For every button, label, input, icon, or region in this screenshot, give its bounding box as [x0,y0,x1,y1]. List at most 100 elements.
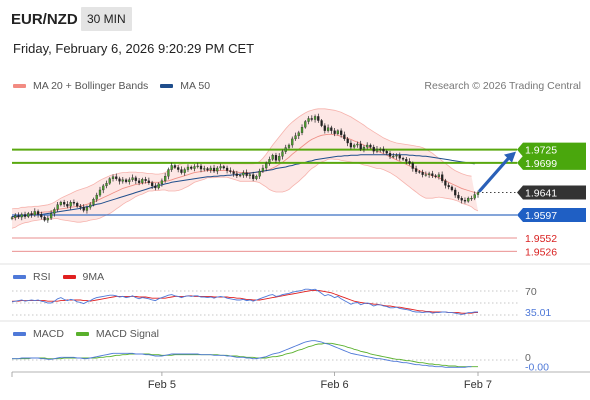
candle-body-down [137,180,141,183]
candle [418,170,421,174]
candle [248,172,252,179]
candle-body-up [164,176,167,181]
candle-body-down [457,194,460,199]
candle [447,182,450,190]
candle [336,129,340,136]
timeframe-badge[interactable]: 30 MIN [81,7,132,31]
candle-body-up [470,198,473,200]
candle-body-down [245,172,248,176]
candle [36,209,40,218]
macd-last-value: -0.00 [525,362,549,374]
candle-body-down [349,142,353,148]
candle [463,197,467,204]
candle [193,164,196,172]
candle [59,200,63,207]
candle [141,177,144,185]
candle [278,153,281,163]
candle-body-down [36,211,40,215]
candle-body-up [95,194,98,200]
candle-body-up [14,215,17,218]
candle [473,191,476,201]
candle-body-down [79,206,82,208]
candle-body-up [203,168,206,170]
candle [333,127,336,137]
candle [212,164,216,174]
candle [115,173,118,181]
candle [353,143,356,149]
candle [395,153,398,160]
candle [196,162,199,169]
candle-body-up [20,214,23,218]
candle [98,186,102,198]
candle-body-up [105,183,108,187]
candle-body-up [353,144,356,148]
candle [79,203,82,211]
candle-body-up [108,178,111,184]
candle-body-down [330,127,333,131]
level-value-1.9597: 1.9597 [525,210,557,222]
candle-body-up [307,118,310,122]
candle [375,145,379,154]
candle [56,202,59,212]
candle [72,199,76,206]
candle [343,131,346,141]
rsi-swatch [13,275,26,279]
candle [476,190,480,198]
candle [431,170,434,179]
candle [69,200,72,210]
candle [467,196,470,203]
candle-body-down [212,167,216,172]
candle-body-down [411,163,414,169]
candle [349,140,353,150]
candle-body-down [76,203,79,207]
candle [392,153,395,159]
level-badge-1.9597: 1.9597 [517,208,586,223]
candle-body-down [320,120,323,126]
x-tick-label: Feb 7 [464,379,492,391]
candle [434,174,437,179]
candle-body-up [291,138,294,146]
macd-legend: MACD MACD Signal [13,328,171,340]
candle-body-up [287,144,291,148]
candle-body-down [382,148,385,152]
candle [95,192,98,202]
candle [454,187,457,198]
candle [173,163,177,170]
candle-body-down [66,204,69,207]
candle-body-down [310,118,313,120]
level-badge-bg [517,155,586,170]
candle [92,197,95,207]
candle-body-up [170,165,173,170]
candle [310,115,313,122]
candle-body-up [375,148,379,152]
candle [85,205,89,214]
candle [63,199,66,208]
candle [362,145,366,153]
candle-body-down [398,155,401,159]
candle-body-up [128,179,131,182]
candle-body-down [333,130,336,134]
level-badge-1.9641: 1.9641 [517,185,586,200]
candle [281,149,284,160]
x-tick-label: Feb 6 [321,379,349,391]
candle [20,212,23,221]
candle-body-up [219,166,222,169]
candle-body-up [53,209,56,214]
candle [238,173,242,178]
candle-body-down [252,174,255,179]
candle [183,167,186,176]
candle [437,172,441,180]
candle [317,113,320,123]
candle [427,171,431,178]
rsi-tick-70: 70 [525,286,537,298]
candle-body-up [379,148,382,151]
candle [137,178,141,186]
candle-body-up [268,159,271,164]
candle-body-up [366,144,369,148]
candle [408,158,411,166]
candle-body-down [23,214,27,217]
candle-body-up [336,130,340,134]
candle-body-up [186,166,190,170]
candle [414,165,418,174]
